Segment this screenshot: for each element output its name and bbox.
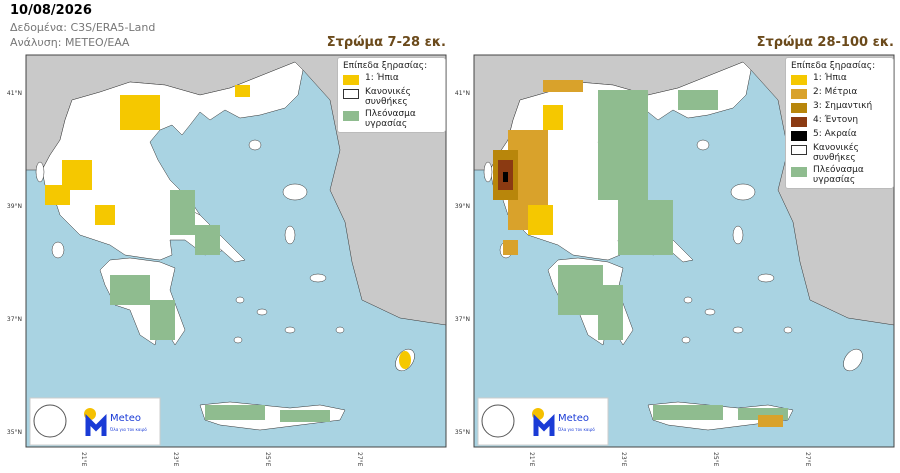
panel-title: Στρώμα 28-100 εκ. bbox=[756, 35, 894, 50]
legend-item: 1: Ήπια bbox=[343, 73, 440, 85]
map-left bbox=[26, 55, 446, 447]
legend-title: Επίπεδα ξηρασίας: bbox=[343, 61, 428, 71]
map-right bbox=[474, 55, 894, 447]
legend-item: Πλεόνασμα υγρασίας bbox=[791, 165, 888, 185]
legend-label: Κανονικές συνθήκες bbox=[813, 143, 859, 163]
logo-name: Meteo bbox=[110, 413, 141, 424]
legend-label: Πλεόνασμα υγρασίας bbox=[365, 109, 416, 129]
legend-swatch bbox=[343, 75, 359, 85]
legend-label: 1: Ήπια bbox=[365, 73, 399, 83]
lon-label: 21°E bbox=[528, 452, 535, 467]
legend-label: 4: Έντονη bbox=[813, 115, 859, 125]
legend-item: 4: Έντονη bbox=[791, 115, 888, 127]
lon-label: 23°E bbox=[620, 452, 627, 467]
legend-item: Κανονικές συνθήκες bbox=[791, 143, 888, 163]
lat-label: 39°N bbox=[455, 203, 470, 210]
legend-swatch bbox=[343, 89, 359, 99]
logo-name: Meteo bbox=[558, 413, 589, 424]
legend-label: 1: Ήπια bbox=[813, 73, 847, 83]
drought-patches bbox=[45, 85, 411, 369]
logo-emblem bbox=[481, 404, 515, 438]
lat-label: 37°N bbox=[455, 316, 470, 323]
legend-item: Πλεόνασμα υγρασίας bbox=[343, 109, 440, 129]
lon-label: 21°E bbox=[80, 452, 87, 467]
date: 10/08/2026 bbox=[10, 3, 92, 18]
surplus-patches bbox=[110, 190, 330, 422]
legend-item: Κανονικές συνθήκες bbox=[343, 87, 440, 107]
logo-tagline: Όλα για τον καιρό bbox=[109, 427, 147, 432]
legend-item: 2: Μέτρια bbox=[791, 87, 888, 99]
legend-label: Κανονικές συνθήκες bbox=[365, 87, 411, 107]
legend-label: 3: Σημαντική bbox=[813, 101, 873, 111]
logo-m bbox=[533, 413, 555, 436]
lon-label: 23°E bbox=[172, 452, 179, 467]
legend-swatch bbox=[791, 131, 807, 141]
legend-label: 5: Ακραία bbox=[813, 129, 857, 139]
logo-tagline: Όλα για τον καιρό bbox=[557, 427, 595, 432]
legend-swatch bbox=[791, 167, 807, 177]
lat-label: 41°N bbox=[455, 90, 470, 97]
legend-item: 1: Ήπια bbox=[791, 73, 888, 85]
lat-label: 35°N bbox=[7, 429, 22, 436]
lon-label: 25°E bbox=[264, 452, 271, 467]
legend-title: Επίπεδα ξηρασίας: bbox=[791, 61, 876, 71]
legend: Επίπεδα ξηρασίας: 1: Ήπια 2: Μέτρια 3: Σημα… bbox=[785, 57, 894, 189]
lon-label: 25°E bbox=[712, 452, 719, 467]
panel-title: Στρώμα 7-28 εκ. bbox=[326, 35, 446, 50]
legend-swatch bbox=[791, 117, 807, 127]
legend: Επίπεδα ξηρασίας: 1: Ήπια Κανονικές συνθήκ… bbox=[337, 57, 446, 133]
legend-label: Πλεόνασμα υγρασίας bbox=[813, 165, 864, 185]
legend-swatch bbox=[791, 75, 807, 85]
legend-swatch bbox=[791, 89, 807, 99]
lat-label: 39°N bbox=[7, 203, 22, 210]
logo-m bbox=[85, 413, 107, 436]
legend-item: 5: Ακραία bbox=[791, 129, 888, 141]
analysis: Ανάλυση: ΜΕΤΕΟ/ΕΑΑ bbox=[10, 36, 130, 49]
legend-swatch bbox=[791, 145, 807, 155]
legend-label: 2: Μέτρια bbox=[813, 87, 858, 97]
lon-label: 27°E bbox=[356, 452, 363, 467]
legend-swatch bbox=[791, 103, 807, 113]
lat-label: 37°N bbox=[7, 316, 22, 323]
lat-label: 35°N bbox=[455, 429, 470, 436]
logo-emblem bbox=[33, 404, 67, 438]
source: Δεδομένα: C3S/ERA5-Land bbox=[10, 21, 156, 34]
legend-swatch bbox=[343, 111, 359, 121]
lon-label: 27°E bbox=[804, 452, 811, 467]
legend-item: 3: Σημαντική bbox=[791, 101, 888, 113]
surplus-patches bbox=[558, 90, 788, 420]
drought-patches bbox=[493, 80, 783, 427]
lat-label: 41°N bbox=[7, 90, 22, 97]
